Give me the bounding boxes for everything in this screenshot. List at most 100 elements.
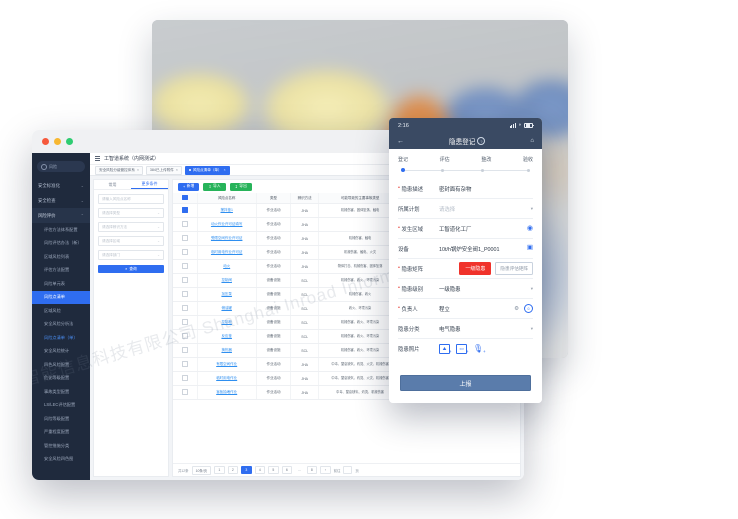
step-label-register[interactable]: 登记 — [398, 157, 409, 163]
cell-name[interactable]: 有限空间作业 — [197, 357, 257, 372]
select-all-header[interactable] — [173, 193, 198, 204]
row-checkbox[interactable] — [173, 385, 198, 400]
filter-tab-common[interactable]: 常用 — [94, 180, 131, 189]
tab-safety-risk-system[interactable]: 安全风险分级管控体系 × — [95, 165, 143, 175]
cell-name[interactable]: 盲板抽堵作业 — [197, 385, 257, 400]
close-icon[interactable]: × — [223, 168, 226, 172]
mic-add-icon[interactable]: 🎙 + — [473, 343, 486, 354]
field-owner[interactable]: • 负责人 程立 ⚙ ☺ — [398, 299, 533, 319]
checkbox-icon[interactable] — [182, 207, 188, 213]
row-checkbox[interactable] — [173, 259, 198, 274]
cell-name[interactable]: 搅拌釜1 — [197, 203, 257, 218]
checkbox-icon[interactable] — [182, 221, 188, 227]
checkbox-icon[interactable] — [182, 319, 188, 325]
image-add-icon[interactable]: ⛰ + — [439, 343, 452, 354]
checkbox-icon[interactable] — [182, 375, 188, 381]
field-value[interactable]: 电气隐患 — [439, 326, 461, 333]
cell-name[interactable]: 控制阀 — [197, 273, 257, 288]
sidebar-search[interactable]: 风险 — [37, 161, 85, 172]
row-checkbox[interactable] — [173, 273, 198, 288]
sidebar-item-eval-method-config[interactable]: 评估方法配置 — [32, 264, 90, 278]
hamburger-icon[interactable] — [95, 156, 100, 161]
sidebar-group-risk-eval[interactable]: 风险评价 ⌃ — [32, 208, 90, 223]
submit-button[interactable]: 上报 — [400, 375, 531, 391]
filter-method-select[interactable]: 请选择辨识方法 ⌄ — [98, 222, 164, 232]
close-icon[interactable] — [42, 138, 49, 145]
checkbox-icon[interactable] — [182, 277, 188, 283]
filter-tab-more[interactable]: 更多条件 — [131, 180, 168, 189]
page-5[interactable]: 5 — [268, 465, 279, 475]
field-hazard-level[interactable]: • 隐患级别 一级隐患 ▾ — [398, 279, 533, 299]
home-icon[interactable]: ⌂ — [530, 138, 534, 144]
filter-area-select[interactable]: 请选择区域 ⌄ — [98, 236, 164, 246]
sidebar-item-risk-point-list-single[interactable]: 风险点清单（单） — [32, 331, 90, 345]
sidebar-item-area-risk-list[interactable]: 区域风险列表 — [32, 250, 90, 264]
step-dot-rectify[interactable] — [480, 168, 485, 172]
row-checkbox[interactable] — [173, 343, 198, 358]
sidebar-item-risk-unit-list[interactable]: 风险单元表 — [32, 277, 90, 291]
sidebar-item-control-measure-category[interactable]: 管控措施分类 — [32, 439, 90, 453]
arrow-left-icon[interactable]: ← — [397, 137, 404, 145]
cell-name[interactable]: 动火作业许可证填写 — [197, 217, 257, 232]
checkbox-icon[interactable] — [182, 235, 188, 241]
sidebar-item-risk-point-list[interactable]: 风险点清单 — [32, 290, 90, 304]
field-plan[interactable]: 所属计划 请选择 ▾ — [398, 199, 533, 219]
chevron-right-icon[interactable]: › — [320, 465, 331, 475]
sidebar-item-risk-level-config[interactable]: 风险等级配置 — [32, 412, 90, 426]
question-mark-icon[interactable]: ? — [477, 137, 486, 145]
sidebar-group-safety-check[interactable]: 安全检查 ⌄ — [32, 193, 90, 208]
checkbox-icon[interactable] — [182, 263, 188, 269]
checkbox-icon[interactable] — [182, 361, 188, 367]
field-value[interactable]: 10t/h锅炉安全阀1_P0001 — [439, 246, 500, 253]
tab-risk-point-list[interactable]: 风险点清单（单） × — [184, 165, 230, 175]
page-size-select[interactable]: 10条/页 — [191, 465, 212, 475]
field-value[interactable]: 密封面有杂物 — [439, 186, 472, 193]
chevron-down-icon[interactable]: ▾ — [530, 205, 533, 211]
page-2[interactable]: 2 — [227, 465, 239, 475]
row-checkbox[interactable] — [173, 357, 198, 372]
sidebar-item-four-color-config[interactable]: 四色风险配置 — [32, 358, 90, 372]
page-3-current[interactable]: 3 — [241, 465, 252, 475]
field-hazard-category[interactable]: 隐患分类 电气隐患 ▾ — [398, 319, 533, 339]
filter-type-select[interactable]: 请选择类型 ⌄ — [98, 208, 164, 218]
search-button[interactable]: ⌕ 查询 — [98, 265, 164, 273]
page-8[interactable]: 8 — [306, 465, 318, 475]
step-label-accept[interactable]: 验收 — [522, 157, 533, 163]
cell-name[interactable]: 反应釜 — [197, 329, 257, 344]
sidebar-item-severity-config[interactable]: 严重程度配置 — [32, 426, 90, 440]
page-1[interactable]: 1 — [214, 465, 225, 475]
sidebar-item-hazard-level-config[interactable]: 危化等级配置 — [32, 372, 90, 386]
checkbox-icon[interactable] — [182, 347, 188, 353]
export-button[interactable]: ↧ 导出 — [229, 182, 252, 191]
filter-name-input[interactable]: 请输入风险点名称 — [98, 194, 164, 204]
checkbox-icon[interactable] — [182, 194, 188, 201]
sidebar-item-four-color-map[interactable]: 安全风险四色图 — [32, 453, 90, 467]
add-button[interactable]: + 新增 — [178, 182, 200, 191]
cell-name[interactable]: 储油罐 — [197, 301, 257, 316]
goto-input[interactable] — [343, 465, 353, 475]
field-value[interactable]: 程立 — [439, 306, 450, 313]
step-dot-evaluate[interactable] — [440, 168, 445, 172]
cell-name[interactable]: 临时用电作业 — [197, 371, 257, 386]
row-checkbox[interactable] — [173, 301, 198, 316]
cell-name[interactable]: 受限空间作业许可证 — [197, 231, 257, 246]
page-4[interactable]: 4 — [254, 465, 266, 475]
row-checkbox[interactable] — [173, 371, 198, 386]
field-value[interactable]: 请选择 — [439, 206, 456, 213]
cell-name[interactable]: 动火 — [197, 259, 257, 274]
checkbox-icon[interactable] — [182, 249, 188, 255]
field-value[interactable]: 一级隐患 — [439, 286, 461, 293]
sidebar-item-ls-lec-config[interactable]: LS/LEC评估配置 — [32, 399, 90, 413]
matrix-button[interactable]: 隐患评估矩阵 — [495, 262, 533, 275]
sidebar-group-safety-standard[interactable]: 安全标准化 ⌄ — [32, 178, 90, 193]
filter-dept-select[interactable]: 请选择部门 ⌄ — [98, 250, 164, 260]
row-checkbox[interactable] — [173, 287, 198, 302]
qr-scan-icon[interactable]: ▣ — [526, 244, 533, 252]
field-value[interactable]: 工智道化工厂 — [439, 226, 472, 233]
sidebar-item-accident-type-config[interactable]: 事故类型配置 — [32, 385, 90, 399]
cell-name[interactable]: 加压泵 — [197, 287, 257, 302]
step-label-evaluate[interactable]: 评估 — [439, 157, 450, 163]
avatar-icon[interactable]: ☺ — [524, 304, 533, 313]
checkbox-icon[interactable] — [182, 291, 188, 297]
cell-name[interactable]: 控制柜 — [197, 315, 257, 330]
